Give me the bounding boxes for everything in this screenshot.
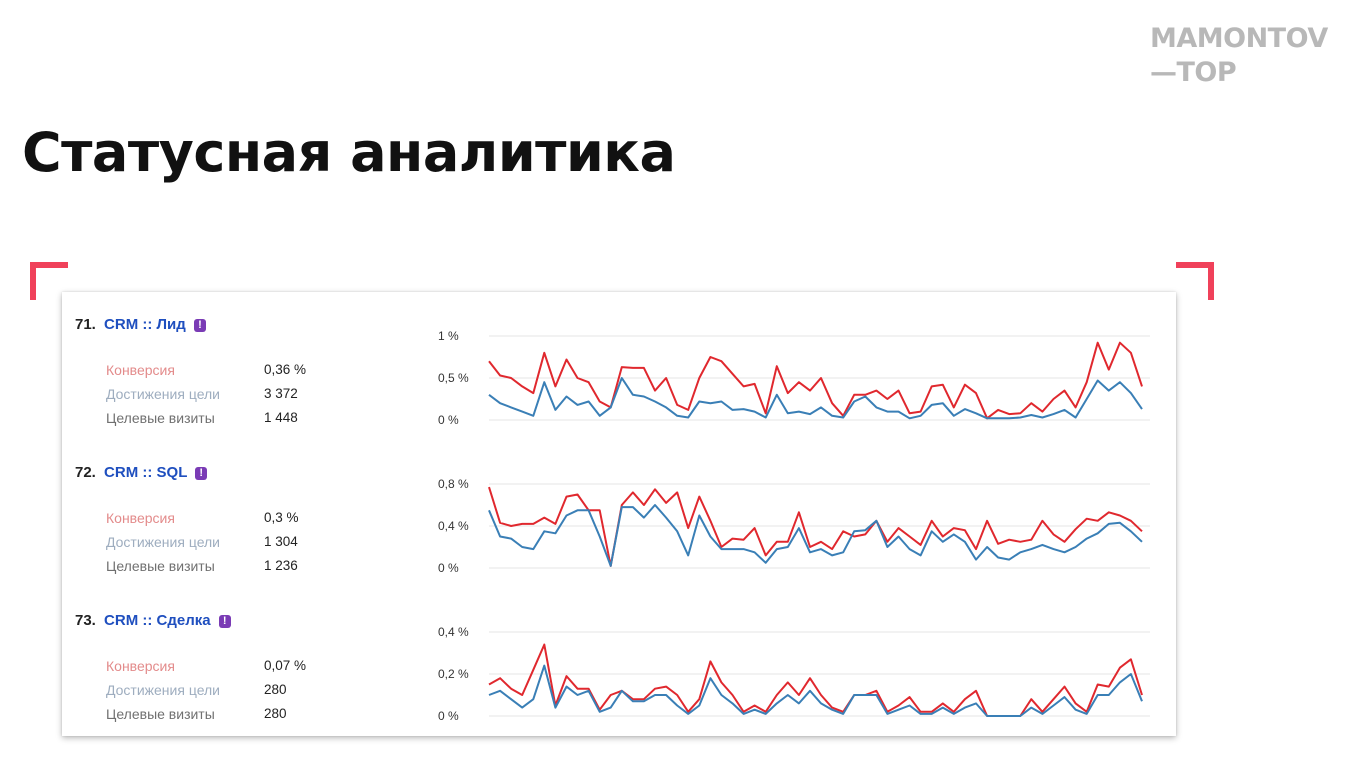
y-tick-label: 0,2 % <box>438 667 469 681</box>
goal-title: 71. CRM :: Лид ! <box>75 316 206 334</box>
goal-name-link[interactable]: CRM :: Сделка <box>104 612 211 629</box>
goal-title: 72. CRM :: SQL ! <box>75 464 208 482</box>
page-title: Статусная аналитика <box>22 121 676 184</box>
goals-report-card: 71. CRM :: Лид ! Конверсия 0,36 % Достиж… <box>62 292 1176 736</box>
metric-value: 280 <box>264 682 287 697</box>
series-line-conversion <box>488 486 1143 567</box>
goal-number: 72. <box>75 464 96 481</box>
metric-label: Целевые визиты <box>106 706 215 722</box>
y-tick-label: 0 % <box>438 709 459 723</box>
metric-value: 1 236 <box>264 558 298 573</box>
line-chart-svg: 0 % 0,4 % 0,8 % <box>438 477 1150 575</box>
goal-73-chart: 0 % 0,2 % 0,4 % <box>432 588 1152 736</box>
goal-number: 71. <box>75 316 96 333</box>
brand-line-2: —TOP <box>1150 57 1237 88</box>
y-tick-label: 1 % <box>438 329 459 343</box>
y-tick-label: 0 % <box>438 413 459 427</box>
goal-72-chart: 0 % 0,4 % 0,8 % <box>432 440 1152 588</box>
metric-value: 1 304 <box>264 534 298 549</box>
series-line-conversion <box>488 643 1143 717</box>
y-tick-label: 0,8 % <box>438 477 469 491</box>
metric-value: 0,07 % <box>264 658 307 673</box>
series-line-visits <box>488 664 1143 717</box>
goal-number: 73. <box>75 612 96 629</box>
corner-bracket-top-right <box>1176 262 1214 300</box>
metric-label: Конверсия <box>106 510 175 526</box>
corner-bracket-top-left <box>30 262 68 300</box>
goal-row-71: 71. CRM :: Лид ! Конверсия 0,36 % Достиж… <box>62 292 1176 440</box>
goal-row-73: 73. CRM :: Сделка ! Конверсия 0,07 % Дос… <box>62 588 1176 736</box>
goal-row-72: 72. CRM :: SQL ! Конверсия 0,3 % Достиже… <box>62 440 1176 588</box>
metric-value: 3 372 <box>264 386 298 401</box>
metric-label: Конверсия <box>106 362 175 378</box>
metric-label: Достижения цели <box>106 386 221 402</box>
metric-value: 0,3 % <box>264 510 299 525</box>
metric-label: Конверсия <box>106 658 175 674</box>
metric-value: 1 448 <box>264 410 298 425</box>
y-tick-label: 0,5 % <box>438 371 469 385</box>
metric-value: 0,36 % <box>264 362 307 377</box>
series-line-visits <box>488 504 1143 567</box>
line-chart-svg: 0 % 0,2 % 0,4 % <box>438 625 1150 723</box>
info-badge-icon[interactable]: ! <box>218 615 231 628</box>
y-tick-label: 0,4 % <box>438 519 469 533</box>
brand-line-1: MAMONTOV <box>1150 23 1328 54</box>
goal-name-link[interactable]: CRM :: SQL <box>104 464 188 481</box>
line-chart-svg: 0 % 0,5 % 1 % <box>438 329 1150 427</box>
goal-title: 73. CRM :: Сделка ! <box>75 612 231 630</box>
metric-label: Достижения цели <box>106 682 221 698</box>
metric-label: Достижения цели <box>106 534 221 550</box>
y-tick-label: 0 % <box>438 561 459 575</box>
info-badge-icon[interactable]: ! <box>193 319 206 332</box>
series-line-visits <box>488 377 1143 420</box>
info-badge-icon[interactable]: ! <box>195 467 208 480</box>
goal-71-chart: 0 % 0,5 % 1 % <box>432 292 1152 440</box>
metric-label: Целевые визиты <box>106 410 215 426</box>
series-line-conversion <box>488 341 1143 420</box>
brand-logo: MAMONTOV —TOP <box>1150 22 1328 90</box>
metric-label: Целевые визиты <box>106 558 215 574</box>
goal-name-link[interactable]: CRM :: Лид <box>104 316 186 333</box>
y-tick-label: 0,4 % <box>438 625 469 639</box>
metric-value: 280 <box>264 706 287 721</box>
